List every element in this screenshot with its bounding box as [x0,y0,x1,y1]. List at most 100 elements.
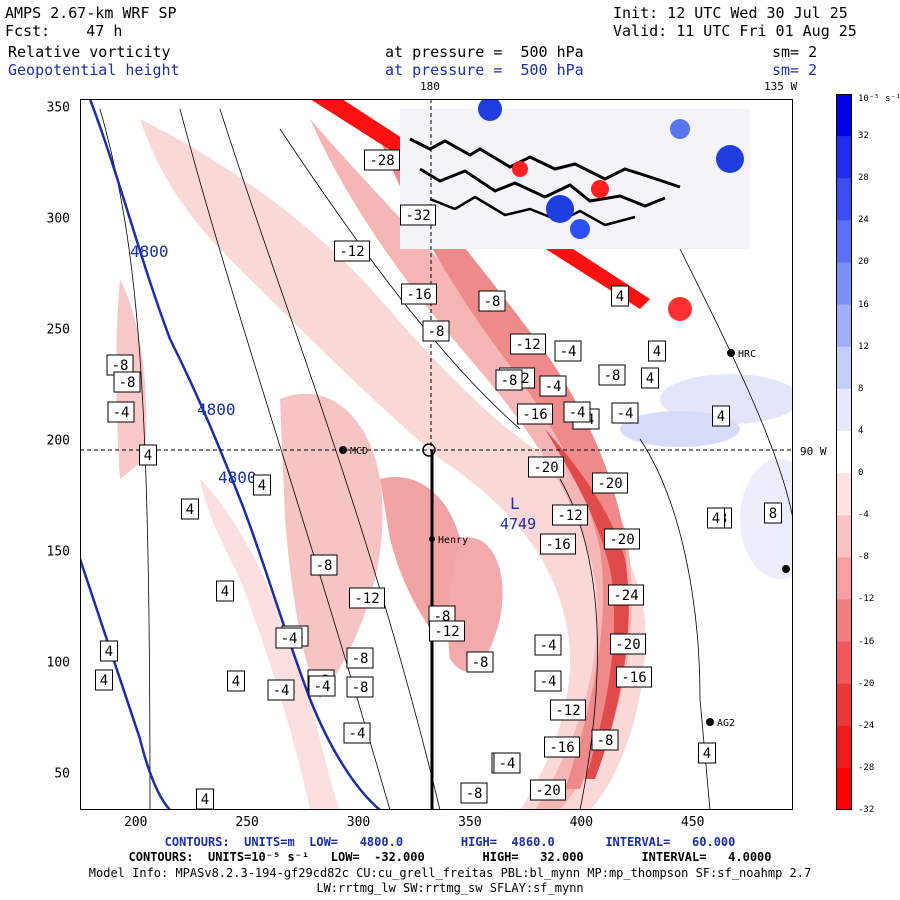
forecast-hour: Fcst: 47 h [5,22,123,40]
contour-value-text: 8 [769,506,777,522]
colorbar-segment [836,430,852,474]
contour-value-text: -8 [604,368,621,384]
contour-value-label: -20 [592,472,628,494]
contour-value-label: -8 [466,651,494,673]
contour-value-label: 4 [227,670,245,692]
contour-value-text: 4 [258,478,266,494]
contour-value-label: 4 [216,580,234,602]
contour-value-text: -12 [515,337,540,353]
geopotential-label: 4800 [130,242,169,261]
contour-value-text: -32 [405,208,430,224]
lon-label-180: 180 [420,80,440,93]
colorbar-label: -16 [858,636,875,647]
contour-value-label: -8 [106,354,134,376]
contour-value-label: -8 [346,676,374,698]
contour-value-label: 4 [712,405,730,427]
field1-smoothing: sm= 2 [772,43,818,61]
contour-value-text: -16 [621,670,646,686]
contour-value-label: -8 [113,371,141,393]
lon-label-90w: 90 W [800,445,827,458]
contour-value-label: -12 [349,587,385,609]
contour-value-text: -20 [597,476,622,492]
colorbar-label: 4 [858,425,864,436]
colorbar-label: -20 [858,678,875,689]
contour-value-text: 4 [105,644,113,660]
colorbar-label: 24 [858,215,869,226]
contour-value-text: -4 [314,679,331,695]
contour-value-text: -28 [369,153,394,169]
contour-value-label: -12 [552,504,588,526]
contour-value-text: -8 [466,786,483,802]
contour-value-text: -12 [354,591,379,607]
station-hrc-marker [727,349,735,357]
colorbar-units: 10⁻⁵ s⁻¹ [858,94,900,104]
contour-value-text: 4 [717,409,725,425]
contour-value-text: -4 [569,405,586,421]
y-tick-label: 150 [46,544,70,560]
contour-value-label: -4 [554,340,582,362]
colorbar [836,94,852,810]
contour-value-label: -4 [308,675,336,697]
valid-time: Valid: 11 UTC Fri 01 Aug 25 [613,22,857,40]
y-tick-label: 300 [46,211,70,227]
contour-value-label: -4 [611,402,639,424]
contour-value-text: 4 [221,584,229,600]
colorbar-label: -28 [858,762,875,773]
y-tick-label: 100 [46,655,70,671]
colorbar-label: 32 [858,131,869,142]
contour-value-label: -16 [517,403,553,425]
station-mcd-marker [339,446,347,454]
y-tick-label: 50 [54,766,70,782]
station-ag2-label: AG2 [717,718,735,729]
contour-value-text: -8 [472,655,489,671]
map-title: AMPS 2.67-km WRF SP [5,4,177,22]
contour-value-text: -4 [617,406,634,422]
contour-value-label: -4 [563,401,591,423]
contour-value-text: 4 [232,674,240,690]
colorbar-label: -32 [858,805,875,815]
x-tick-label: 300 [346,815,371,830]
contour-value-label: 4 [611,285,629,307]
model-info: Model Info: MPASv8.2.3-194-gf29cd82c CU:… [88,866,812,880]
contour-value-label: 4 [707,507,725,529]
field1-level: at pressure = 500 hPa [385,43,584,61]
contour-value-label: -4 [107,401,135,423]
contour-value-label: -20 [604,528,640,550]
y-tick-label: 200 [46,433,70,449]
contour-value-label: -8 [598,364,626,386]
station-henry-label: Henry [438,535,468,546]
contour-value-text: -20 [615,637,640,653]
colorbar-label: 16 [858,299,869,310]
contour-value-text: -4 [545,379,562,395]
contour-value-label: -20 [528,456,564,478]
contour-value-label: -4 [343,722,371,744]
colorbar-label: -24 [858,720,875,731]
low-letter: L [510,494,520,513]
contour-value-text: 4 [703,746,711,762]
colorbar-segment [836,641,852,685]
contour-value-label: -8 [422,320,450,342]
geopotential-contours [80,99,381,810]
colorbar-label: 28 [858,173,869,184]
x-tick-label: 200 [123,815,148,830]
station-henry-marker [429,536,435,542]
contour-value-label: -4 [275,627,303,649]
colorbar-segment [836,304,852,348]
colorbar-segment [836,473,852,516]
contour-value-label: -8 [460,782,488,804]
x-tick-label: 400 [569,815,594,830]
contour-value-text: 4 [646,371,654,387]
contour-value-text: -8 [112,358,129,374]
contour-value-text: -8 [501,373,518,389]
model-info-physics: LW:rrtmg_lw SW:rrtmg_sw SFLAY:sf_mynn [316,881,584,895]
x-tick-label: 450 [680,815,705,830]
colorbar-segment [836,767,852,810]
colorbar-label: -8 [858,552,869,563]
contour-value-label: 4 [253,474,271,496]
colorbar-frame [836,94,852,810]
field2-level: at pressure = 500 hPa [385,61,584,79]
contour-value-label: -28 [364,149,400,171]
contour-value-label: -16 [616,666,652,688]
contour-value-text: -4 [281,631,298,647]
lon-label-135w: 135 W [764,80,798,93]
